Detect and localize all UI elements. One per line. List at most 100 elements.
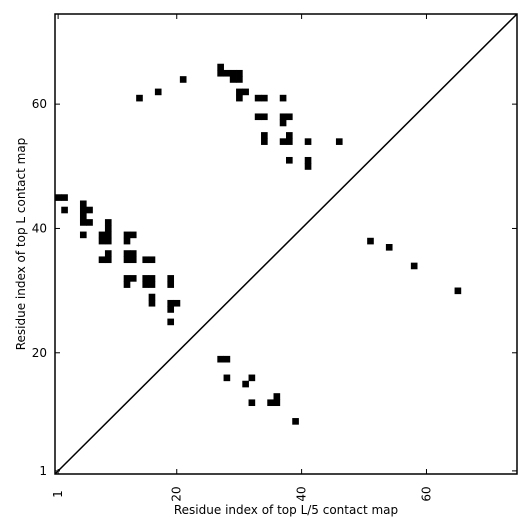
- y-tick-label: 40: [32, 221, 47, 235]
- contact-cell: [123, 256, 131, 264]
- y-tick-label: 20: [32, 346, 47, 360]
- contact-cells: [55, 63, 462, 425]
- contact-cell: [173, 299, 181, 307]
- contact-cell: [236, 76, 243, 83]
- contact-cell: [104, 225, 112, 232]
- contact-cell: [86, 219, 93, 226]
- contact-cell: [217, 69, 224, 77]
- x-tick-label: 60: [419, 486, 433, 501]
- contact-cell: [286, 156, 293, 164]
- contact-cell: [167, 318, 175, 326]
- diagonal-line: [54, 13, 518, 475]
- axis-ticks: 1 20 40 60 1 20 40 60: [32, 14, 517, 502]
- contact-cell: [254, 94, 262, 102]
- contact-cell: [98, 231, 106, 239]
- contact-cell: [242, 380, 249, 388]
- contact-cell: [79, 206, 87, 214]
- contact-cell: [167, 306, 175, 313]
- contact-cell: [304, 138, 312, 145]
- contact-cell: [123, 275, 131, 282]
- contact-cell: [229, 69, 237, 77]
- contact-cell: [261, 94, 268, 102]
- contact-cell: [273, 399, 281, 407]
- x-axis-title: Residue index of top L/5 contact map: [174, 503, 398, 517]
- contact-cell: [129, 250, 137, 257]
- contact-cell: [273, 393, 281, 400]
- contact-cell: [104, 219, 112, 226]
- contact-cell: [167, 281, 175, 288]
- contact-cell: [236, 94, 243, 102]
- contact-cell: [129, 256, 137, 264]
- contact-cell: [79, 219, 87, 226]
- contact-cell: [385, 244, 393, 251]
- contact-cell: [236, 69, 243, 77]
- contact-cell: [123, 231, 131, 239]
- contact-cell: [167, 275, 175, 282]
- contact-cell: [129, 231, 137, 239]
- contact-cell: [129, 275, 137, 282]
- contact-cell: [136, 94, 143, 102]
- contact-cell: [223, 355, 231, 363]
- contact-cell: [279, 119, 287, 127]
- x-tick-label: 1: [51, 490, 65, 498]
- contact-cell: [279, 138, 287, 145]
- contact-cell: [286, 132, 293, 139]
- contact-cell: [61, 194, 68, 201]
- contact-cell: [86, 206, 93, 214]
- contact-cell: [229, 76, 237, 83]
- contact-cell: [279, 94, 287, 102]
- contact-cell: [279, 113, 287, 121]
- plot-frame: [54, 13, 518, 475]
- contact-cell: [217, 355, 224, 363]
- contact-cell: [292, 418, 299, 425]
- contact-cell: [167, 299, 175, 307]
- contact-cell: [79, 231, 87, 239]
- contact-cell: [142, 275, 150, 282]
- contact-cell: [123, 250, 131, 257]
- contact-cell: [148, 281, 156, 288]
- contact-cell: [223, 374, 231, 382]
- contact-cell: [248, 374, 256, 382]
- contact-cell: [286, 138, 293, 145]
- contact-cell: [104, 256, 112, 264]
- contact-cell: [217, 63, 224, 71]
- y-axis-title: Residue index of top L contact map: [14, 138, 28, 351]
- contact-cell: [154, 88, 162, 96]
- contact-cell: [304, 156, 312, 164]
- contact-cell: [304, 163, 312, 170]
- contact-cell: [148, 299, 156, 307]
- contact-cell: [148, 275, 156, 282]
- contact-cell: [123, 237, 131, 245]
- contact-cell: [367, 237, 374, 245]
- contact-cell: [104, 250, 112, 257]
- x-tick-label: 40: [295, 486, 309, 501]
- contact-cell: [410, 262, 418, 270]
- contact-cell: [242, 88, 249, 96]
- contact-cell: [236, 88, 243, 96]
- contact-cell: [286, 113, 293, 121]
- contact-cell: [148, 293, 156, 301]
- y-tick-label: 60: [32, 97, 47, 111]
- contact-cell: [148, 256, 156, 264]
- contact-cell: [104, 237, 112, 245]
- contact-cell: [142, 256, 150, 264]
- contact-cell: [104, 231, 112, 239]
- contact-cell: [179, 76, 187, 83]
- contact-cell: [142, 281, 150, 288]
- contact-cell: [98, 256, 106, 264]
- contact-cell: [123, 281, 131, 288]
- contact-cell: [61, 206, 68, 214]
- contact-cell: [248, 399, 256, 407]
- contact-cell: [79, 212, 87, 220]
- contact-cell: [98, 237, 106, 245]
- contact-cell: [261, 113, 268, 121]
- contact-cell: [454, 287, 462, 295]
- y-tick-label: 1: [39, 464, 47, 478]
- contact-cell: [261, 132, 268, 139]
- contact-cell: [55, 194, 62, 201]
- contact-cell: [261, 138, 268, 145]
- contact-cell: [267, 399, 274, 407]
- x-tick-label: 20: [170, 486, 184, 501]
- contact-cell: [223, 69, 231, 77]
